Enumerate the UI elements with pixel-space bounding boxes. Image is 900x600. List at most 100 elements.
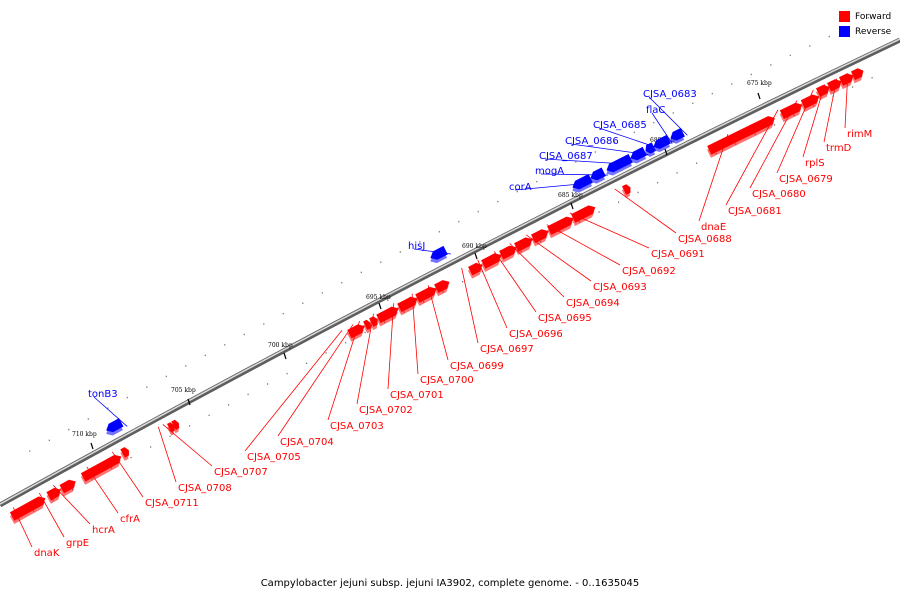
gene-dnae[interactable] (706, 114, 778, 158)
gene-hcra[interactable] (58, 478, 79, 497)
gene-cjsa-0693[interactable] (530, 227, 552, 247)
gene-cjsa-0688[interactable] (621, 183, 634, 199)
gene-label: corA (509, 182, 532, 193)
ruler-minor-tick (462, 280, 464, 283)
leader-line (93, 396, 128, 427)
gene-cjsa-0702[interactable] (375, 305, 402, 327)
leader-line (477, 259, 508, 329)
gene-cjsa-0699[interactable] (433, 278, 453, 297)
gene-cjsa-0708[interactable] (166, 422, 178, 436)
leader-line (461, 267, 479, 344)
gene-label: flaC (646, 105, 665, 116)
ruler-minor-tick (871, 77, 873, 79)
ruler-major-tick (664, 148, 668, 156)
gene-cjsa-0687[interactable] (603, 153, 634, 177)
gene-label: CJSA_0704 (280, 437, 334, 448)
leader-line (244, 329, 343, 452)
gene-grpe[interactable] (45, 486, 64, 504)
ruler-minor-tick (481, 270, 483, 273)
ruler-minor-tick (555, 171, 557, 173)
ruler-minor-tick (286, 372, 288, 375)
ruler-major-tick (570, 202, 574, 210)
gene-cjsa-0686[interactable] (627, 146, 648, 166)
ruler-minor-tick (399, 251, 401, 253)
leader-line (648, 96, 688, 136)
gene-cjsa-0683[interactable] (667, 127, 686, 146)
ruler-minor-tick (150, 446, 152, 448)
gene-label: CJSA_0701 (390, 390, 444, 401)
ruler-minor-tick (165, 375, 167, 378)
genome-backbone (0, 37, 900, 508)
gene-cjsa-0696[interactable] (480, 251, 505, 272)
ruler-minor-tick (48, 439, 50, 442)
gene-cjsa-0692[interactable] (546, 215, 577, 239)
ruler-minor-tick (107, 407, 109, 409)
gene-label: CJSA_0707 (214, 467, 268, 478)
gene-cjsa-0705[interactable] (346, 322, 368, 342)
leader-line (157, 426, 177, 483)
gene-cjsa-0691[interactable] (570, 203, 599, 226)
ruler-minor-tick (637, 191, 639, 194)
ruler-major-tick (187, 398, 191, 406)
gene-rimm[interactable] (849, 67, 866, 84)
gene-cjsa-0697[interactable] (467, 261, 486, 279)
ruler-minor-tick (243, 333, 245, 336)
gene-label: rplS (805, 158, 825, 169)
gene-tonb3[interactable] (103, 418, 125, 438)
ruler-label: 710 kbp (72, 431, 97, 438)
gene-moga[interactable] (587, 167, 607, 186)
gene-label: CJSA_0686 (565, 136, 619, 147)
gene-label: rimM (847, 129, 872, 140)
ruler-minor-tick (263, 323, 265, 325)
gene-cora[interactable] (569, 174, 594, 195)
gene-cfra[interactable] (79, 453, 124, 485)
gene-cjsa-0680[interactable] (799, 93, 822, 112)
ruler-major-tick (283, 352, 287, 360)
ruler-minor-tick (204, 354, 206, 357)
ruler-minor-tick (852, 86, 854, 88)
gene-cjsa-0711[interactable] (119, 446, 132, 461)
ruler-label: 695 kbp (366, 294, 391, 301)
ruler-minor-tick (419, 241, 421, 243)
gene-cjsa-0704[interactable] (362, 319, 374, 334)
gene-label: CJSA_0697 (480, 344, 534, 355)
ruler-minor-tick (696, 162, 698, 164)
gene-label: CJSA_0685 (593, 120, 647, 131)
ruler-minor-tick (770, 64, 772, 66)
gene-trmd[interactable] (838, 72, 857, 90)
gene-cjsa-0681[interactable] (778, 101, 805, 123)
gene-cjsa-0701[interactable] (396, 295, 421, 316)
gene-rpls[interactable] (826, 77, 845, 95)
gene-label: CJSA_0699 (450, 361, 504, 372)
ruler-minor-tick (130, 456, 132, 459)
gene-hisj[interactable] (427, 245, 449, 265)
ruler-minor-tick (364, 331, 366, 334)
ruler-minor-tick (672, 112, 674, 114)
gene-cjsa-0703[interactable] (368, 315, 381, 331)
legend-reverse: Reverse (839, 24, 891, 39)
gene-label: trmD (826, 143, 852, 154)
ruler-minor-tick (477, 210, 479, 213)
leader-line (651, 112, 673, 144)
gene-cjsa-0679[interactable] (815, 83, 833, 101)
ruler-minor-tick (185, 365, 187, 367)
gene-label: CJSA_0683 (643, 89, 697, 100)
gene-cjsa-0695[interactable] (498, 244, 520, 263)
leader-line (277, 324, 354, 437)
gene-cjsa-0694[interactable] (513, 235, 536, 255)
gene-cjsa-0700[interactable] (414, 285, 440, 307)
gene-flac[interactable] (650, 134, 672, 154)
gene-label: CJSA_0688 (678, 234, 732, 245)
genome-caption: Campylobacter jejuni subsp. jejuni IA390… (260, 578, 640, 589)
gene-label: CJSA_0705 (247, 452, 301, 463)
ruler-minor-tick (29, 450, 31, 452)
ruler-minor-tick (68, 428, 70, 431)
gene-blocks (8, 67, 866, 524)
gene-dnak[interactable] (8, 494, 48, 524)
gene-label: CJSA_0703 (330, 421, 384, 432)
gene-label: CJSA_0700 (420, 375, 474, 386)
ruler-minor-tick (146, 386, 148, 388)
gene-cjsa-0685[interactable] (642, 142, 657, 159)
ruler-minor-tick (653, 121, 655, 124)
